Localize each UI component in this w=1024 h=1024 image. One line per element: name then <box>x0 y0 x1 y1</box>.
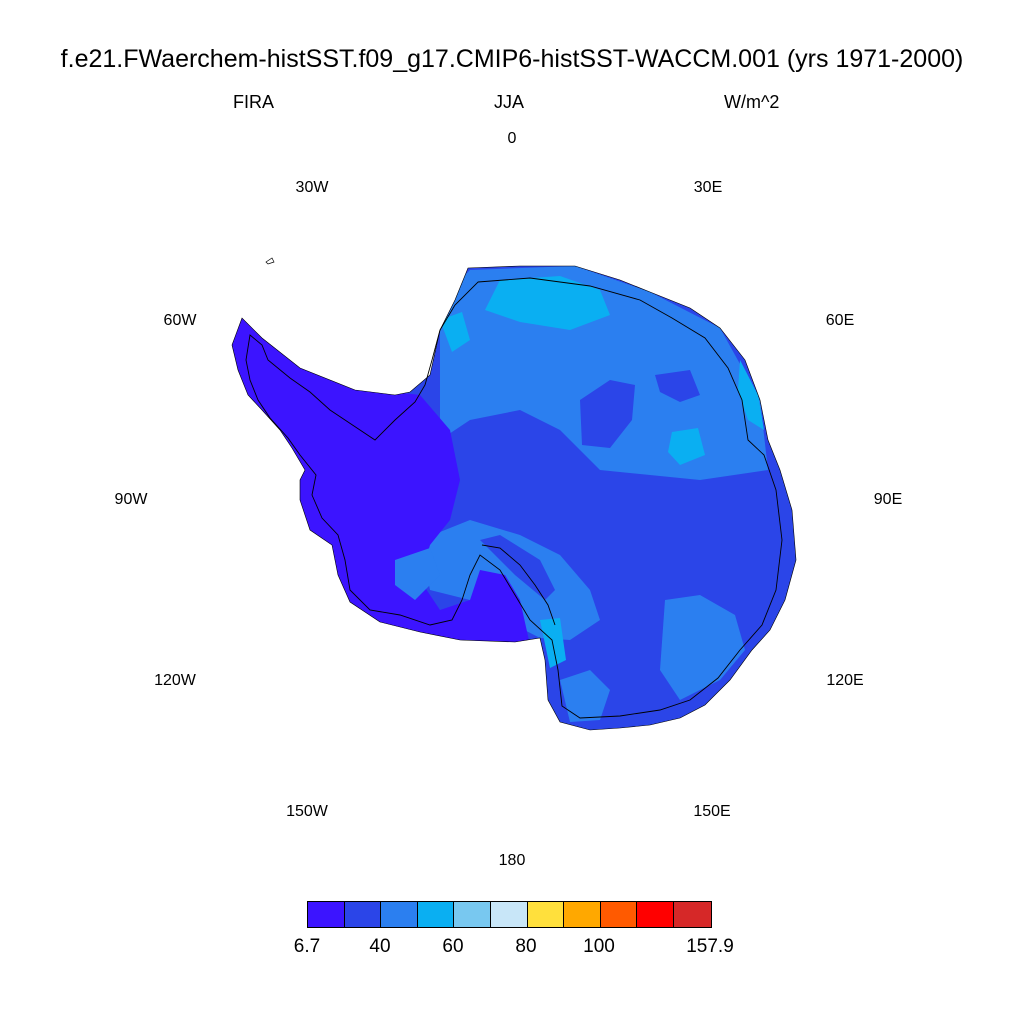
colorbar-swatch <box>381 902 418 927</box>
colorbar-label: 157.9 <box>686 936 734 957</box>
colorbar-swatch <box>344 902 382 927</box>
region-west-light-patch <box>395 548 440 600</box>
region-dome-east <box>655 370 700 402</box>
season-label: JJA <box>494 92 525 112</box>
region-ross-mid <box>480 535 555 600</box>
region-west-dark <box>232 300 530 650</box>
colorbar-label: 80 <box>515 936 537 957</box>
colorbar-label: 100 <box>583 936 615 957</box>
colorbar-swatch <box>490 902 528 927</box>
region-ross-light <box>420 520 600 640</box>
colorbar-label: 40 <box>369 936 391 957</box>
colorbar-swatch <box>417 902 455 927</box>
plot-title: f.e21.FWaerchem-histSST.f09_g17.CMIP6-hi… <box>60 45 964 73</box>
ross-ice-shelf-line <box>481 544 556 626</box>
grid-edge-outline <box>231 265 797 731</box>
lon-label-30e: 30E <box>694 179 722 196</box>
lon-label-120e: 120E <box>826 672 863 689</box>
variable-label: FIRA <box>233 92 275 112</box>
region-victoria-light <box>560 670 610 722</box>
colorbar-swatch <box>454 902 491 927</box>
colorbar-swatch <box>600 902 638 927</box>
colorbar-swatch <box>527 902 565 927</box>
region-plateau-dome <box>580 380 635 448</box>
lon-label-90e: 90E <box>874 491 902 508</box>
colorbar <box>307 901 712 928</box>
colorbar-swatch <box>564 902 601 927</box>
region-wilkes-light <box>660 595 745 700</box>
south-orkney-island <box>265 257 275 265</box>
antarctica-coastline <box>245 277 783 719</box>
region-coast-cyan-east <box>668 428 705 465</box>
colorbar-label: 6.7 <box>293 936 321 957</box>
lon-label-150e: 150E <box>693 803 730 820</box>
lon-label-30w: 30W <box>296 179 330 196</box>
colorbar-swatch <box>673 902 711 927</box>
lon-label-0: 0 <box>508 130 517 147</box>
lon-label-180: 180 <box>499 852 526 869</box>
lon-label-90w: 90W <box>115 491 149 508</box>
region-coast-cyan-north <box>485 276 610 330</box>
lon-label-150w: 150W <box>286 803 329 820</box>
colorbar-swatch <box>308 902 345 927</box>
region-coast-cyan-northwest <box>440 312 470 352</box>
fira-field <box>232 266 796 730</box>
colorbar-label: 60 <box>442 936 464 957</box>
lon-label-60w: 60W <box>164 312 198 329</box>
lon-label-60e: 60E <box>826 312 854 329</box>
lon-label-120w: 120W <box>154 672 197 689</box>
region-coast-cyan-amery <box>738 360 764 430</box>
units-label: W/m^2 <box>724 92 780 112</box>
colorbar-swatch <box>637 902 674 927</box>
